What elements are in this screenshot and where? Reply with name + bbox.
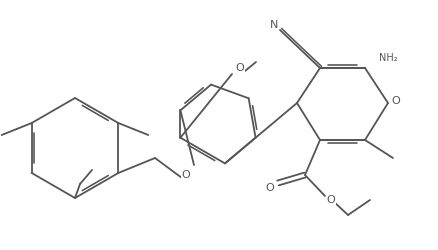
Text: O: O — [265, 183, 274, 193]
Text: NH₂: NH₂ — [378, 53, 397, 63]
Text: N: N — [269, 20, 278, 30]
Text: O: O — [181, 170, 190, 180]
Text: O: O — [235, 63, 244, 73]
Text: O: O — [326, 195, 335, 205]
Text: O: O — [391, 96, 399, 106]
